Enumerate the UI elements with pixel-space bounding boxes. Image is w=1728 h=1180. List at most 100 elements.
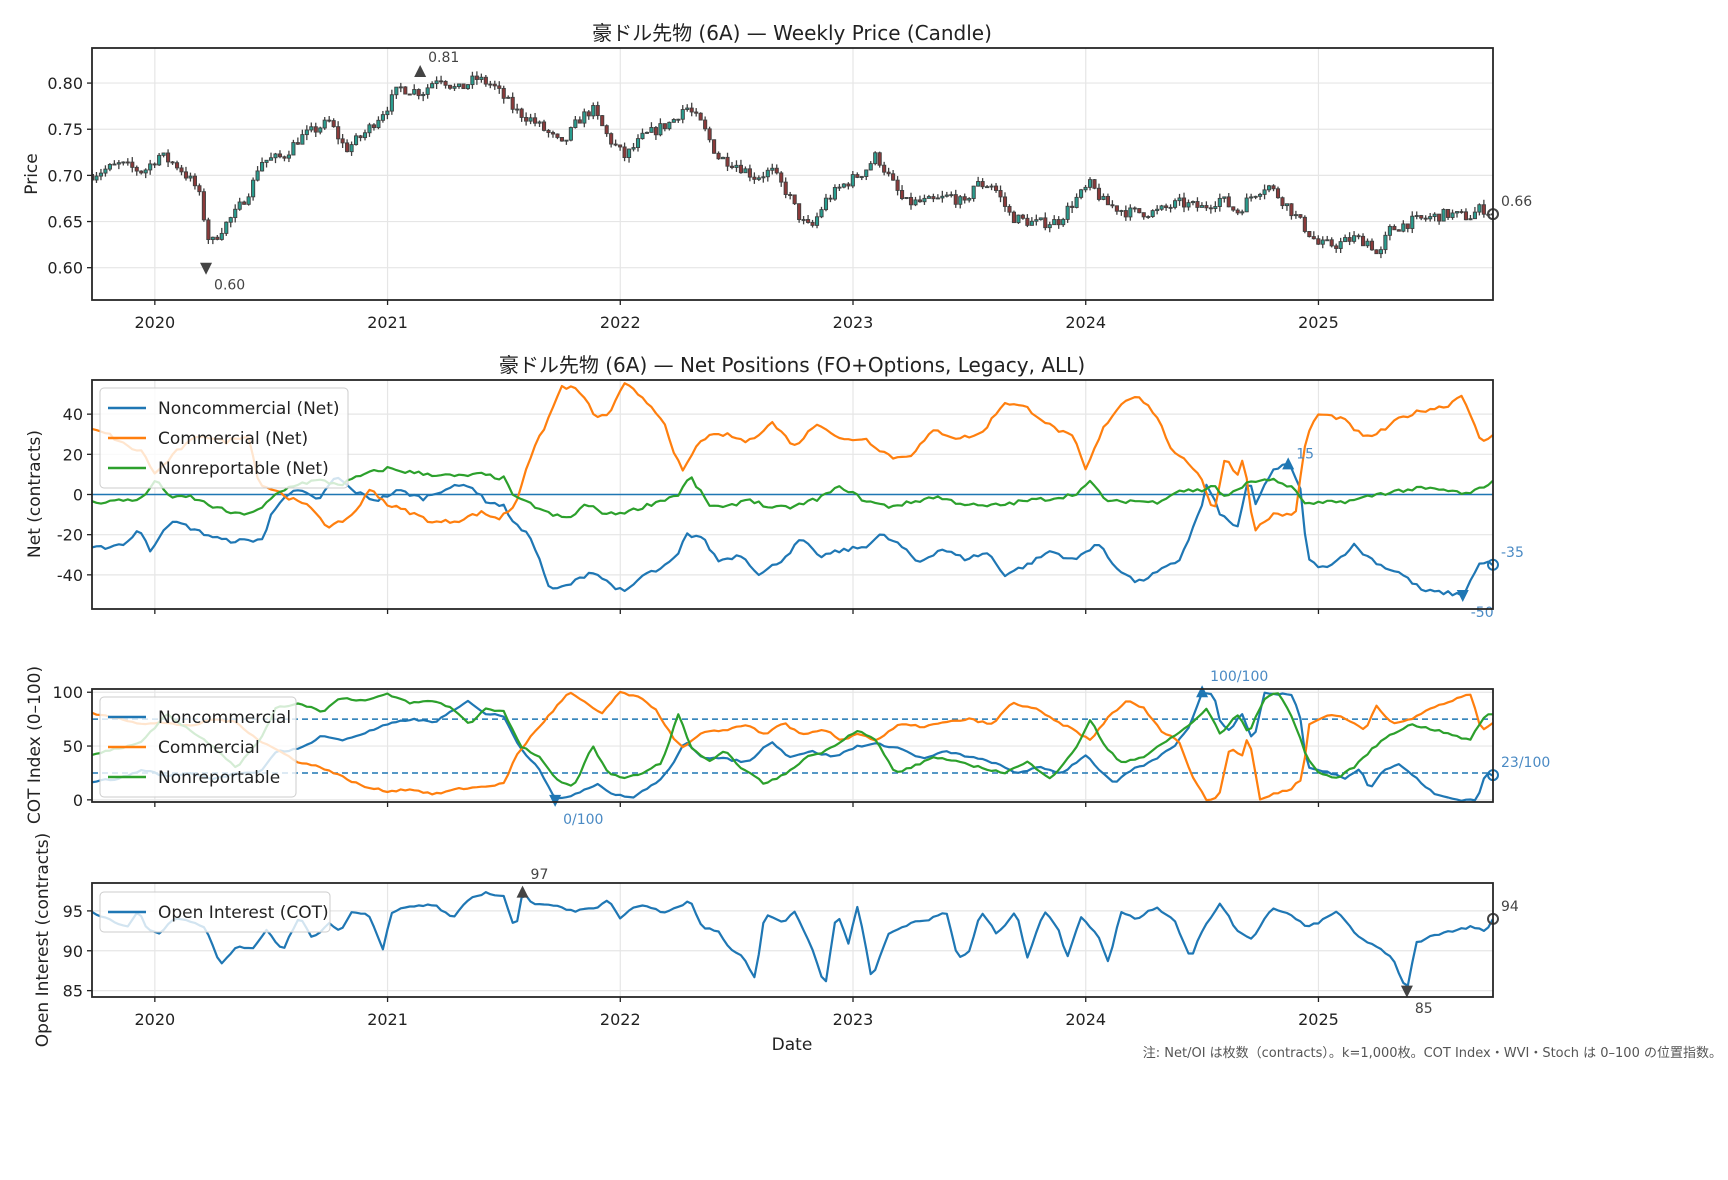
- candle-body: [823, 197, 829, 211]
- min-marker: [1400, 985, 1413, 998]
- candle-body: [926, 196, 931, 199]
- candle-body: [1334, 245, 1339, 249]
- candle-body: [1387, 225, 1392, 236]
- candle-body: [1128, 207, 1133, 218]
- x-tick-label: 2025: [1298, 1010, 1339, 1029]
- candle-body: [707, 128, 712, 141]
- annotation-label: -50: [1471, 605, 1494, 621]
- candle-body: [1074, 196, 1079, 208]
- candle-body: [712, 139, 717, 154]
- candle-body: [1087, 179, 1093, 188]
- candle-body: [1155, 208, 1160, 212]
- y-tick-label: 0.70: [47, 166, 83, 185]
- candle-body: [1311, 236, 1316, 240]
- candle-body: [586, 111, 591, 117]
- candle-body: [246, 196, 251, 205]
- candle-body: [720, 156, 726, 160]
- candle-body: [461, 83, 466, 90]
- candle-body: [1428, 216, 1433, 220]
- footnote: 注: Net/OI は枚数（contracts）。k=1,000枚。COT In…: [1143, 1046, 1722, 1061]
- candle-body: [1141, 212, 1146, 218]
- candle-body: [174, 162, 180, 169]
- candle-body: [1316, 238, 1321, 245]
- candle-body: [519, 108, 524, 118]
- candle-body: [260, 161, 265, 172]
- candle-body: [985, 186, 990, 189]
- candle-body: [1119, 210, 1124, 212]
- candle-body: [116, 162, 121, 165]
- x-tick-label: 2023: [833, 313, 874, 332]
- candle-body: [103, 168, 108, 174]
- candle-body: [1240, 211, 1245, 214]
- candle-body: [1419, 215, 1424, 219]
- min-marker: [200, 262, 213, 275]
- candle-body: [622, 146, 627, 159]
- candle-body: [653, 127, 658, 136]
- candle-body: [412, 89, 417, 95]
- y-tick-label: -20: [57, 526, 83, 545]
- candle-body: [1213, 206, 1218, 209]
- candle-body: [403, 86, 408, 95]
- legend: [99, 891, 331, 933]
- oi-ylabel: Open Interest (contracts): [33, 833, 53, 1047]
- x-tick-label: 2021: [367, 313, 408, 332]
- candle-body: [685, 107, 690, 110]
- candle-body: [743, 168, 748, 174]
- candle-body: [1347, 237, 1352, 242]
- candle-body: [94, 175, 99, 181]
- candle-body: [1181, 197, 1187, 208]
- candle-body: [640, 132, 645, 140]
- candle-body: [694, 111, 699, 114]
- candle-body: [1450, 212, 1455, 218]
- candle-body: [219, 232, 224, 240]
- candle-body: [201, 191, 206, 221]
- x-tick-label: 2024: [1065, 1010, 1106, 1029]
- candle-body: [1150, 210, 1155, 217]
- candle-body: [1360, 235, 1366, 247]
- max-marker: [414, 65, 427, 77]
- candle-body: [1401, 223, 1406, 232]
- candle-body: [1441, 208, 1446, 222]
- candle-body: [188, 175, 193, 179]
- x-axis-label: Date: [772, 1035, 813, 1055]
- y-tick-label: 0: [73, 791, 83, 810]
- candle-body: [385, 110, 390, 116]
- candle-body: [1325, 239, 1330, 242]
- net-ylabel: Net (contracts): [25, 430, 45, 558]
- candle-body: [1092, 179, 1097, 189]
- candle-body: [1463, 211, 1469, 221]
- candle-body: [1374, 249, 1379, 255]
- candle-body: [1025, 217, 1030, 226]
- candle-body: [577, 119, 582, 124]
- candle-body: [1105, 195, 1110, 206]
- candle-body: [488, 83, 493, 86]
- candle-body: [1446, 208, 1451, 218]
- candle-body: [1369, 240, 1375, 251]
- candle-body: [1293, 214, 1298, 217]
- candle-body: [1190, 201, 1196, 204]
- candle-body: [1029, 220, 1034, 226]
- candle-body: [112, 163, 117, 166]
- candle-body: [206, 219, 211, 241]
- candle-body: [662, 123, 667, 130]
- candle-body: [559, 136, 564, 142]
- axes-frame: [91, 379, 1494, 610]
- candle-body: [644, 131, 650, 134]
- candle-body: [474, 75, 479, 80]
- candle-body: [1101, 195, 1106, 200]
- candle-body: [1052, 219, 1057, 226]
- candle-body: [224, 221, 229, 234]
- candle-body: [1423, 217, 1428, 220]
- candle-body: [1020, 214, 1025, 219]
- candle-body: [1343, 237, 1348, 243]
- candle-body: [492, 83, 497, 87]
- candle-body: [273, 153, 278, 159]
- candle-body: [770, 167, 775, 171]
- candle-body: [1266, 185, 1272, 191]
- candle-body: [1302, 216, 1307, 232]
- candle-body: [792, 194, 797, 205]
- candle-body: [600, 115, 605, 127]
- candle-body: [1002, 196, 1008, 207]
- y-tick-label: 50: [63, 737, 83, 756]
- candle-body: [394, 86, 399, 96]
